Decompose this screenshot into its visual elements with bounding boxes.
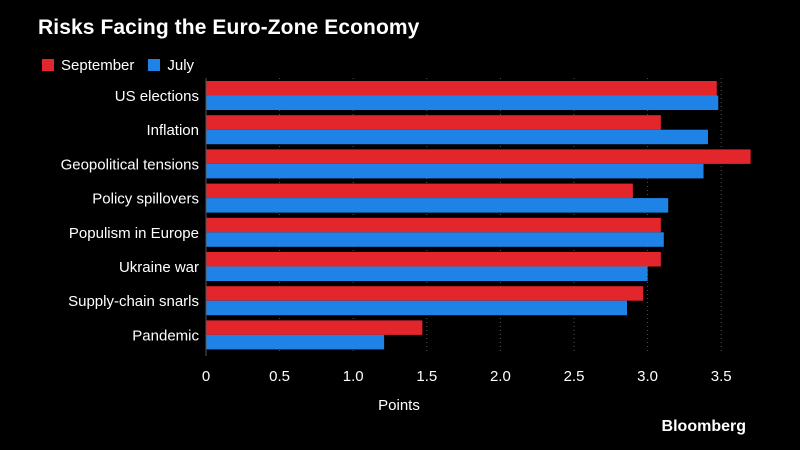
legend-item-july: July xyxy=(148,57,194,74)
bar-september-2 xyxy=(206,149,751,164)
bar-september-7 xyxy=(206,320,423,335)
category-label: Ukraine war xyxy=(119,259,199,276)
bar-july-2 xyxy=(206,163,704,179)
bar-july-7 xyxy=(206,334,385,350)
x-tick-label: 2.0 xyxy=(490,368,511,385)
category-label: Geopolitical tensions xyxy=(61,156,199,173)
legend-swatch-september xyxy=(42,59,54,71)
bloomberg-logo: Bloomberg xyxy=(661,418,746,435)
bar-september-4 xyxy=(206,217,661,233)
bar-july-4 xyxy=(206,232,664,247)
bar-september-3 xyxy=(206,183,633,199)
x-axis-title: Points xyxy=(378,397,420,414)
x-tick-label: 1.0 xyxy=(343,368,364,385)
category-label: Inflation xyxy=(146,122,199,139)
bar-july-3 xyxy=(206,198,669,213)
x-tick-label: 3.5 xyxy=(711,368,732,385)
legend: September July xyxy=(42,56,208,74)
bar-july-5 xyxy=(206,266,648,281)
category-label: Pandemic xyxy=(132,327,199,344)
x-tick-label: 0.5 xyxy=(269,368,290,385)
x-tick-label: 0 xyxy=(202,368,210,385)
legend-swatch-july xyxy=(148,59,161,71)
chart-title: Risks Facing the Euro-Zone Economy xyxy=(38,16,420,39)
legend-item-september: September xyxy=(42,57,134,74)
bar-september-6 xyxy=(206,286,644,301)
x-tick-label: 2.5 xyxy=(564,368,585,385)
category-label: Populism in Europe xyxy=(69,225,199,242)
x-tick-label: 3.0 xyxy=(637,368,658,385)
x-tick-label: 1.5 xyxy=(416,368,437,385)
category-label: Policy spillovers xyxy=(92,191,199,208)
bar-september-0 xyxy=(206,81,717,96)
category-label: Supply-chain snarls xyxy=(68,293,199,310)
bar-september-1 xyxy=(206,115,661,130)
bar-july-1 xyxy=(206,129,708,145)
legend-label-july: July xyxy=(167,56,195,74)
category-label: US elections xyxy=(115,88,199,105)
bar-july-6 xyxy=(206,300,627,316)
legend-label-september: September xyxy=(61,56,135,74)
bar-september-5 xyxy=(206,252,661,267)
bar-july-0 xyxy=(206,95,719,110)
